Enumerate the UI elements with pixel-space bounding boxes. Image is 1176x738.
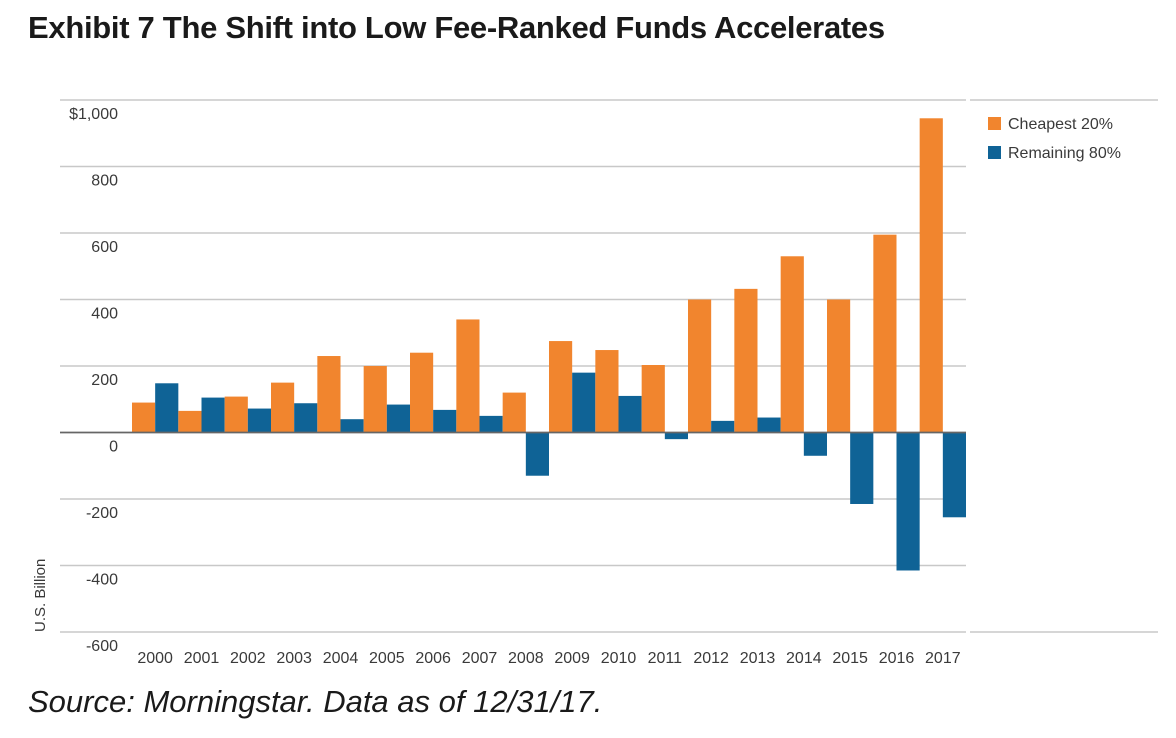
y-tick-label: 0: [109, 439, 118, 456]
bar-cheapest-2011: [641, 365, 665, 433]
bar-cheapest-2004: [317, 356, 341, 433]
bar-remaining-2009: [572, 372, 596, 433]
bar-cheapest-2016: [873, 234, 897, 433]
x-tick-label: 2012: [693, 650, 729, 667]
y-axis-label: U.S. Billion: [32, 559, 49, 632]
y-axis-ticks: $1,000 800 600 400 200 0 -200 -400 -600: [69, 106, 118, 655]
x-tick-label: 2004: [323, 650, 359, 667]
legend-swatch: [988, 117, 1001, 130]
x-tick-label: 2009: [554, 650, 590, 667]
bar-remaining-2000: [155, 383, 179, 433]
x-tick-label: 2015: [832, 650, 868, 667]
bar-cheapest-2000: [132, 402, 156, 433]
bar-remaining-2017: [942, 432, 966, 518]
bar-cheapest-2008: [502, 392, 526, 433]
y-tick-label: -200: [86, 505, 118, 522]
bar-remaining-2014: [803, 432, 827, 456]
bar-cheapest-2001: [178, 410, 202, 433]
x-tick-label: 2006: [415, 650, 451, 667]
x-tick-label: 2001: [184, 650, 220, 667]
bar-cheapest-2010: [595, 350, 619, 433]
bar-cheapest-2003: [271, 382, 295, 433]
bar-cheapest-2005: [363, 366, 387, 433]
bar-cheapest-2017: [919, 118, 943, 433]
bar-cheapest-2006: [410, 352, 434, 433]
y-tick-label: $1,000: [69, 106, 118, 123]
bar-remaining-2010: [618, 395, 642, 433]
bar-remaining-2008: [525, 432, 549, 476]
bar-remaining-2006: [433, 409, 457, 433]
bar-remaining-2016: [896, 432, 920, 571]
bar-remaining-2012: [711, 420, 735, 433]
legend-label: Remaining 80%: [1008, 145, 1121, 162]
bar-remaining-2001: [201, 397, 225, 433]
x-tick-label: 2002: [230, 650, 266, 667]
y-tick-label: 600: [91, 239, 118, 256]
x-tick-label: 2013: [740, 650, 776, 667]
y-tick-label: 200: [91, 372, 118, 389]
chart-title: Exhibit 7 The Shift into Low Fee-Ranked …: [28, 10, 885, 45]
bar-remaining-2013: [757, 417, 781, 433]
x-axis-ticks: 2000 2001 2002 2003 2004 2005 2006 2007 2008 2009…: [137, 650, 960, 667]
x-tick-label: 2003: [276, 650, 312, 667]
bar-remaining-2015: [850, 432, 874, 504]
bar-cheapest-2013: [734, 288, 758, 433]
bar-cheapest-2002: [224, 396, 248, 433]
x-tick-label: 2005: [369, 650, 405, 667]
bar-remaining-2003: [294, 403, 318, 433]
bar-cheapest-2007: [456, 319, 480, 433]
y-tick-label: 800: [91, 173, 118, 190]
x-tick-label: 2010: [601, 650, 637, 667]
x-tick-label: 2007: [462, 650, 498, 667]
bar-remaining-2002: [247, 408, 271, 433]
x-tick-label: 2017: [925, 650, 961, 667]
bars: [132, 118, 966, 571]
x-tick-label: 2016: [879, 650, 915, 667]
y-tick-label: 400: [91, 306, 118, 323]
x-tick-label: 2000: [137, 650, 173, 667]
x-tick-label: 2008: [508, 650, 544, 667]
bar-remaining-2011: [664, 432, 688, 440]
grid-lines: [60, 99, 1158, 633]
legend-swatch: [988, 146, 1001, 159]
x-tick-label: 2011: [648, 650, 683, 667]
bar-cheapest-2014: [780, 256, 804, 433]
legend: Cheapest 20% Remaining 80%: [988, 116, 1121, 162]
bar-cheapest-2012: [688, 299, 712, 433]
bar-remaining-2005: [386, 404, 410, 433]
legend-label: Cheapest 20%: [1008, 116, 1113, 133]
y-tick-label: -400: [86, 572, 118, 589]
bar-remaining-2004: [340, 419, 364, 433]
bar-cheapest-2015: [827, 299, 851, 433]
source-note: Source: Morningstar. Data as of 12/31/17…: [28, 684, 603, 719]
bar-cheapest-2009: [549, 341, 573, 433]
y-tick-label: -600: [86, 638, 118, 655]
x-tick-label: 2014: [786, 650, 822, 667]
bar-remaining-2007: [479, 415, 503, 433]
